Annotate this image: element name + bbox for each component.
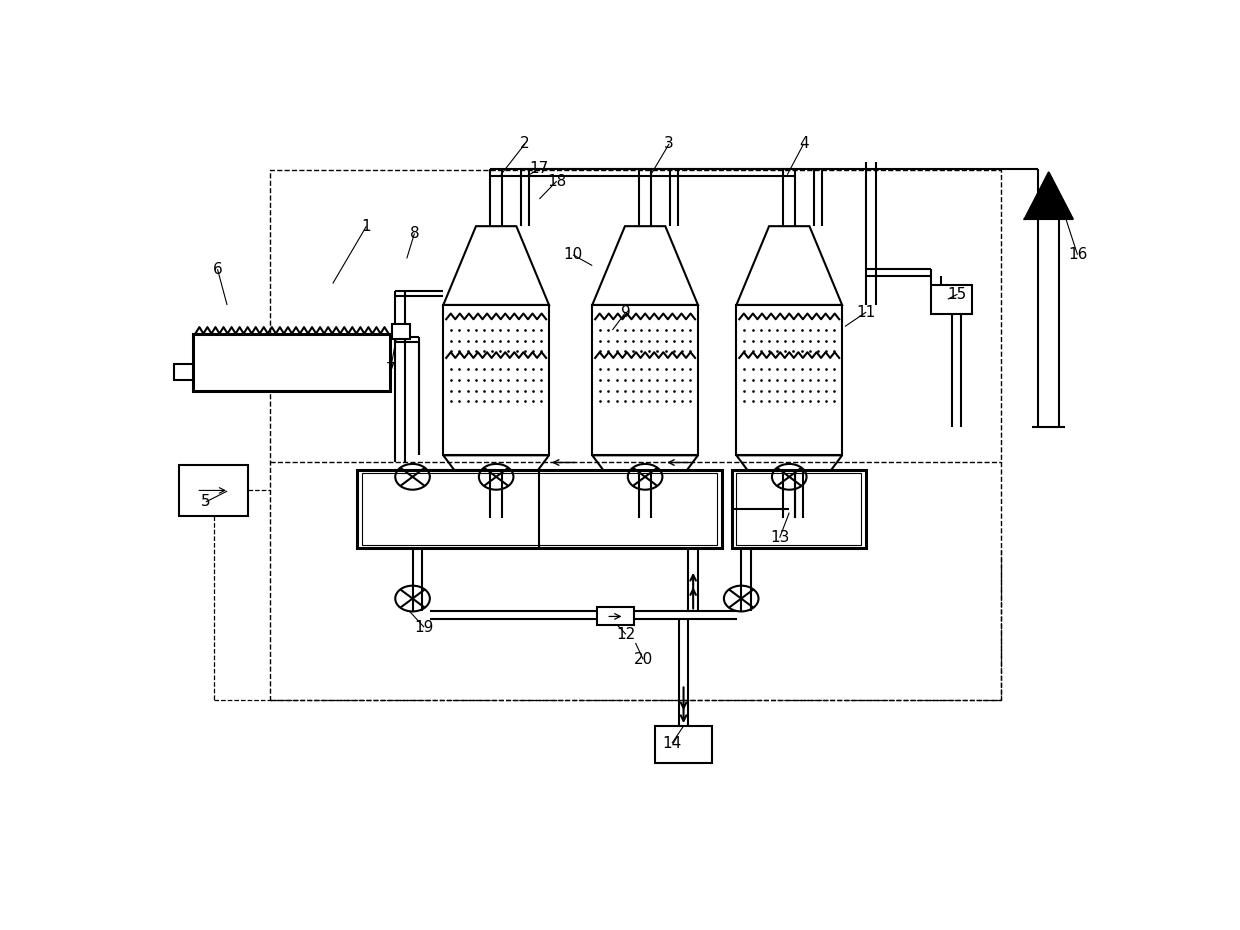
Text: 13: 13 [770, 530, 790, 545]
Bar [193, 334, 391, 391]
Text: 16: 16 [1068, 247, 1087, 262]
Bar [357, 470, 722, 549]
Text: 6: 6 [212, 261, 222, 276]
Text: 11: 11 [857, 305, 875, 320]
Text: 15: 15 [947, 286, 967, 301]
Polygon shape [444, 226, 549, 305]
Bar [596, 607, 634, 625]
Bar [362, 473, 717, 545]
Polygon shape [593, 226, 698, 305]
Bar [655, 726, 713, 764]
Text: 14: 14 [662, 736, 682, 751]
Text: 4: 4 [799, 137, 808, 152]
Bar [444, 305, 549, 456]
Text: 3: 3 [665, 137, 675, 152]
Polygon shape [1024, 172, 1073, 219]
Text: 7: 7 [386, 362, 396, 377]
Text: 12: 12 [616, 627, 636, 642]
Text: 18: 18 [547, 174, 567, 189]
Bar [392, 324, 409, 339]
Text: 2: 2 [520, 137, 529, 152]
Polygon shape [593, 456, 698, 506]
Text: 8: 8 [409, 226, 419, 241]
Text: 5: 5 [201, 495, 211, 510]
Bar [593, 305, 698, 456]
Text: 1: 1 [362, 219, 371, 233]
Text: 19: 19 [414, 619, 434, 634]
Bar [931, 285, 972, 313]
Bar [737, 473, 862, 545]
Text: 10: 10 [563, 247, 583, 262]
Bar [737, 305, 842, 456]
Text: 9: 9 [621, 305, 631, 320]
Bar [174, 365, 193, 380]
Bar [732, 470, 867, 549]
Polygon shape [737, 456, 842, 506]
Text: 17: 17 [529, 162, 549, 177]
Bar [179, 465, 248, 516]
Text: 20: 20 [634, 652, 652, 667]
Bar [270, 170, 1001, 700]
Polygon shape [737, 226, 842, 305]
Polygon shape [444, 456, 549, 506]
